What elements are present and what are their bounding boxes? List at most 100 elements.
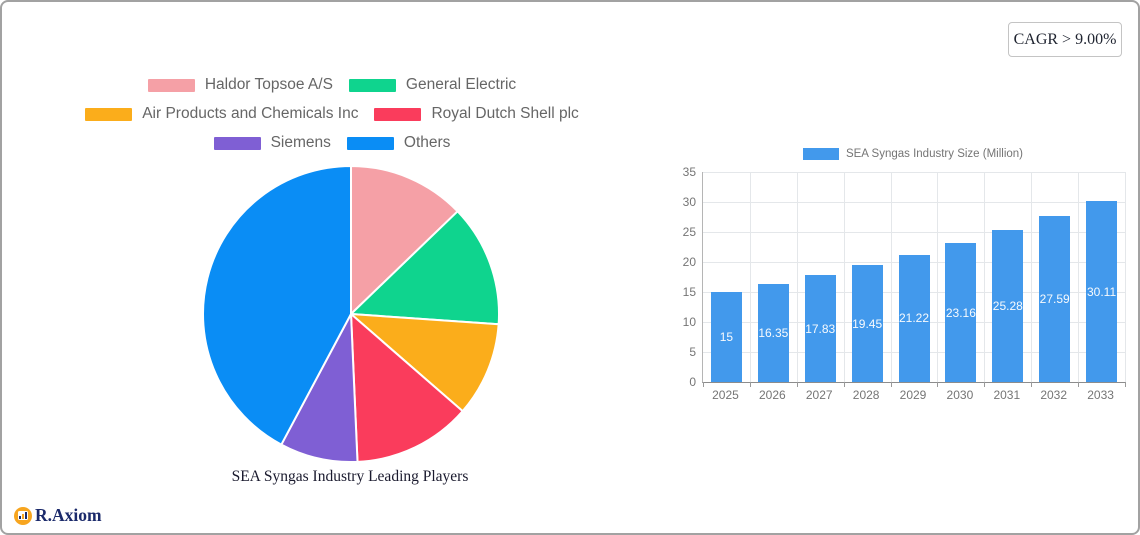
x-axis-label: 2027	[805, 388, 833, 402]
x-axis-tick	[1078, 382, 1080, 387]
pie-legend-item[interactable]: General Electric	[348, 76, 517, 94]
gridline-vertical	[796, 172, 798, 382]
y-axis-label: 0	[689, 375, 696, 389]
bar-series: 15 16.35 17.83 19.45 21.22 23.16 25.28 27.59 30.…	[703, 172, 1125, 382]
y-axis-label: 10	[682, 315, 696, 329]
y-axis-label: 15	[682, 285, 696, 299]
x-axis-tick	[890, 382, 892, 387]
y-axis-label: 30	[682, 195, 696, 209]
pie-legend-label: Haldor Topsoe A/S	[204, 76, 333, 93]
gridline-vertical	[890, 172, 892, 382]
x-axis-tick	[937, 382, 939, 387]
y-axis-label: 25	[682, 225, 696, 239]
pie-legend-swatch	[346, 136, 394, 150]
bar[interactable]: 30.11	[1086, 201, 1118, 382]
bar-plot-area: 15 16.35 17.83 19.45 21.22 23.16 25.28 27.59 30.…	[702, 172, 1126, 387]
bar-slot: 30.11	[1078, 172, 1125, 382]
y-axis-label: 5	[689, 345, 696, 359]
bar-value-label: 17.83	[805, 321, 836, 336]
y-axis-label: 20	[682, 255, 696, 269]
x-axis-label: 2032	[1040, 388, 1068, 402]
x-axis-label: 2033	[1087, 388, 1114, 402]
bar-value-label: 19.45	[852, 316, 883, 331]
bar-value-label: 15	[719, 330, 734, 344]
bar-value-label: 25.28	[992, 299, 1023, 314]
bar[interactable]: 15	[710, 292, 742, 382]
pie-legend-swatch	[147, 78, 195, 92]
bar-slot: 17.83	[797, 172, 844, 382]
gridline-horizontal	[703, 232, 1125, 233]
gridline-vertical	[937, 172, 939, 382]
pie-slice[interactable]	[350, 210, 501, 326]
bar[interactable]: 16.35	[757, 283, 789, 382]
bar[interactable]: 25.28	[992, 230, 1024, 382]
pie-legend-swatch	[348, 78, 396, 92]
x-axis-tick	[1125, 382, 1126, 387]
pie-chart-section: Haldor Topsoe A/S General Electric Air Pro…	[2, 2, 698, 533]
pie-legend-item[interactable]: Haldor Topsoe A/S	[147, 76, 333, 94]
x-axis-label: 2030	[946, 388, 974, 402]
pie-slice[interactable]	[350, 165, 459, 315]
bar-slot: 25.28	[984, 172, 1031, 382]
brand-chart-icon	[14, 506, 32, 525]
y-axis-label: 35	[682, 165, 696, 179]
pie-chart-title: SEA Syngas Industry Leading Players	[231, 468, 469, 485]
x-axis-label: 2025	[712, 388, 739, 402]
pie-slice[interactable]	[350, 313, 500, 413]
pie-legend-label: General Electric	[405, 76, 517, 93]
pie-legend-swatch	[213, 136, 261, 150]
bar-value-label: 16.35	[758, 325, 789, 340]
bar-slot: 21.22	[891, 172, 938, 382]
bar[interactable]: 19.45	[851, 265, 883, 382]
bar-slot: 27.59	[1031, 172, 1078, 382]
gridline-vertical	[749, 172, 751, 382]
pie-chart[interactable]	[201, 164, 501, 464]
bar-chart-section: SEA Syngas Industry Size (Million) 0 5 10 1…	[662, 2, 1138, 533]
x-axis-label: 2029	[899, 388, 927, 402]
bar-slot: 23.16	[937, 172, 984, 382]
bar[interactable]: 27.59	[1039, 216, 1071, 382]
bar-legend-swatch	[802, 148, 839, 160]
pie-legend-label: Others	[403, 134, 451, 151]
gridline-vertical	[1031, 172, 1033, 382]
pie-legend-label: Air Products and Chemicals Inc	[142, 105, 359, 122]
x-axis-tick	[1031, 382, 1033, 387]
bar[interactable]: 21.22	[898, 254, 930, 382]
bar[interactable]: 23.16	[945, 243, 977, 382]
x-axis-tick	[843, 382, 845, 387]
bar-slot: 16.35	[750, 172, 797, 382]
pie-slice[interactable]	[202, 165, 352, 446]
bar-legend-label: SEA Syngas Industry Size (Million)	[845, 148, 1024, 160]
bar-slot: 15	[703, 172, 750, 382]
cagr-badge-text: CAGR > 9.00%	[1013, 30, 1117, 48]
cagr-badge: CAGR > 9.00%	[1008, 22, 1122, 57]
bar-legend[interactable]: SEA Syngas Industry Size (Million)	[702, 148, 1124, 160]
gridline-horizontal	[703, 172, 1125, 173]
bar-x-axis-labels: 2025 2026 2027 2028 2029 2030 2031 2032 2033	[702, 388, 1124, 402]
brand-logo: R.Axiom	[14, 505, 102, 526]
bar-slot: 19.45	[844, 172, 891, 382]
gridline-horizontal	[703, 202, 1125, 203]
gridline-vertical	[1125, 172, 1126, 382]
pie-legend-item[interactable]: Siemens	[213, 134, 331, 152]
gridline-vertical	[1078, 172, 1080, 382]
pie-legend-item[interactable]: Others	[346, 134, 451, 152]
bar-value-label: 30.11	[1086, 284, 1117, 299]
bar[interactable]: 17.83	[804, 275, 836, 382]
pie-legend-label: Siemens	[270, 134, 331, 151]
pie-slice[interactable]	[350, 313, 464, 463]
bar-value-label: 21.22	[898, 311, 930, 326]
gridline-vertical	[843, 172, 845, 382]
x-axis-tick	[984, 382, 986, 387]
pie-legend-label: Royal Dutch Shell plc	[431, 105, 579, 122]
bar-value-label: 27.59	[1039, 292, 1070, 307]
bar-value-label: 23.16	[945, 305, 976, 320]
pie-legend: Haldor Topsoe A/S General Electric Air Pro…	[2, 76, 662, 152]
x-axis-label: 2028	[852, 388, 880, 402]
pie-legend-item[interactable]: Royal Dutch Shell plc	[374, 105, 579, 123]
x-axis-tick	[703, 382, 704, 387]
pie-legend-item[interactable]: Air Products and Chemicals Inc	[85, 105, 358, 123]
pie-legend-swatch	[374, 107, 422, 121]
pie-legend-swatch	[85, 107, 133, 121]
